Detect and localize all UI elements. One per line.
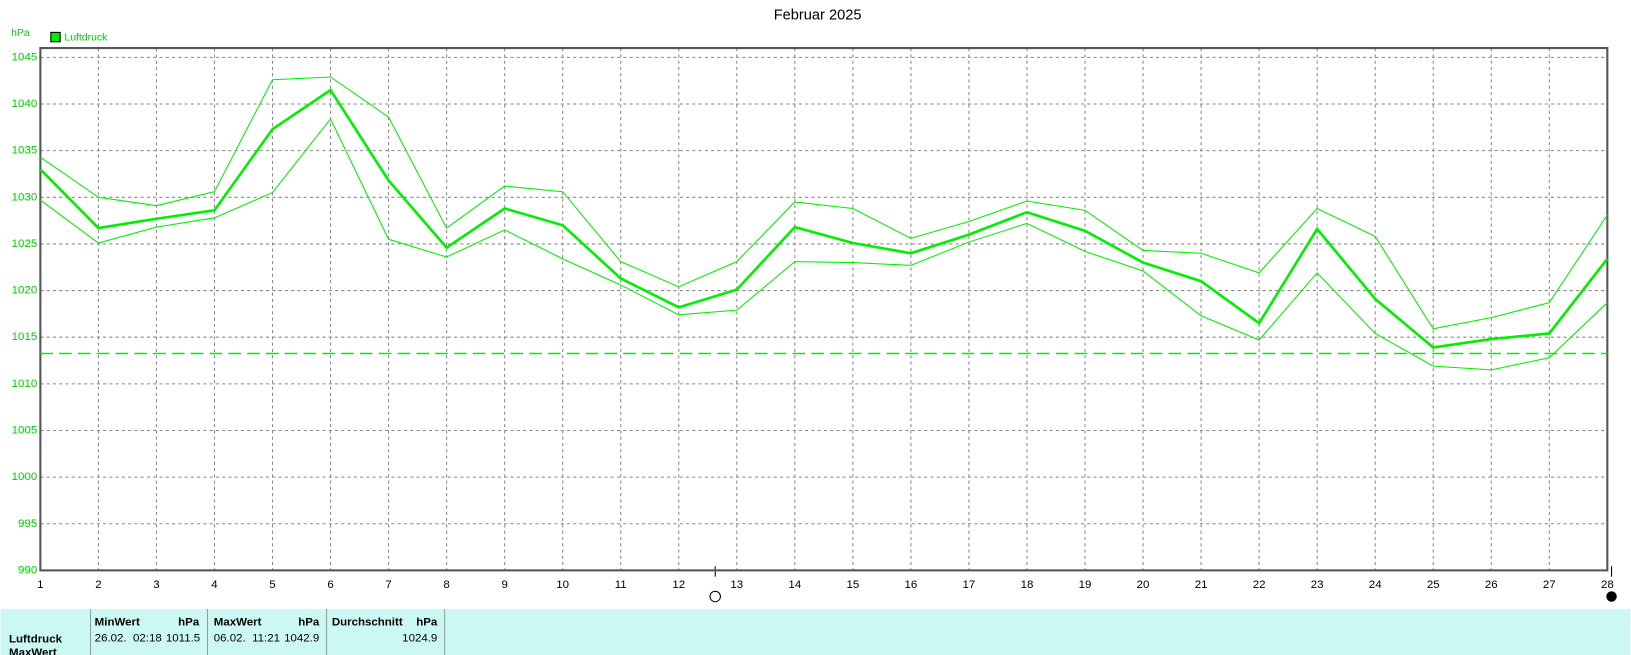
x-tick-label: 12: [672, 579, 685, 591]
table-footer: MaxWert: [9, 647, 57, 655]
table-cell: 26.02. 02:18: [95, 632, 162, 644]
moon-markers: [709, 566, 1617, 603]
y-tick-label: 990: [18, 564, 37, 576]
table-cell: 1024.9: [402, 632, 437, 644]
x-tick-label: 10: [556, 579, 569, 591]
x-tick-label: 21: [1195, 579, 1208, 591]
x-tick-label: 20: [1137, 579, 1150, 591]
y-tick-label: 995: [18, 518, 37, 530]
y-tick-label: 1020: [12, 285, 38, 297]
x-tick-label: 4: [211, 579, 218, 591]
y-tick-label: 1035: [12, 145, 38, 157]
range-line: [40, 76, 1608, 330]
x-tick-label: 8: [443, 579, 449, 591]
x-tick-label: 3: [153, 579, 159, 591]
x-tick-label: 2: [95, 579, 101, 591]
legend-swatch: [50, 31, 61, 43]
table-cell: 1042.9: [284, 632, 319, 644]
table-unit: hPa: [416, 617, 438, 629]
legend-label: Luftdruck: [64, 32, 108, 43]
y-tick-label: 1040: [12, 98, 38, 110]
x-tick-label: 11: [615, 579, 627, 591]
y-tick-label: 1045: [12, 51, 38, 63]
x-tick-label: 13: [730, 579, 743, 591]
x-tick-label: 28: [1601, 579, 1614, 591]
x-tick-label: 1: [37, 579, 43, 591]
y-tick-label: 1015: [12, 331, 38, 343]
table-lines: [89, 609, 446, 655]
x-tick-label: 27: [1543, 579, 1556, 591]
y-axis-label: hPa: [11, 28, 30, 39]
table-background: [0, 609, 1631, 655]
x-tick-label: 19: [1079, 579, 1092, 591]
x-tick-label: 17: [963, 579, 976, 591]
plot-frame: [39, 47, 1609, 572]
table-unit: hPa: [298, 617, 320, 629]
x-tick-label: 22: [1253, 579, 1266, 591]
x-tick-label: 23: [1311, 579, 1324, 591]
y-tick-label: 1000: [12, 471, 38, 483]
x-tick-label: 9: [501, 579, 507, 591]
x-tick-label: 6: [327, 579, 333, 591]
y-tick-label: 1025: [12, 238, 38, 250]
table-header: Durchschnitt: [332, 617, 403, 629]
x-tick-label: 7: [385, 579, 391, 591]
x-tick-label: 26: [1485, 579, 1498, 591]
x-tick-label: 16: [905, 579, 918, 591]
table-header: MaxWert: [214, 617, 262, 629]
chart-title: Februar 2025: [774, 8, 862, 24]
y-tick-label: 1010: [12, 378, 38, 390]
table-row-label: Luftdruck: [9, 633, 63, 645]
x-tick-label: 14: [788, 579, 801, 591]
y-tick-label: 1005: [12, 425, 38, 437]
table-cell: 1011.5: [166, 632, 200, 644]
x-tick-label: 18: [1021, 579, 1034, 591]
y-tick-label: 1030: [12, 191, 38, 203]
x-tick-label: 25: [1427, 579, 1440, 591]
x-tick-label: 15: [846, 579, 859, 591]
line: [39, 88, 1609, 349]
table-header: MinWert: [95, 617, 140, 629]
x-tick-label: 24: [1369, 579, 1382, 591]
x-tick-label: 5: [269, 579, 275, 591]
table-unit: hPa: [178, 617, 200, 629]
table-cell: 06.02. 11:21: [214, 632, 280, 644]
range-line: [40, 117, 1608, 371]
